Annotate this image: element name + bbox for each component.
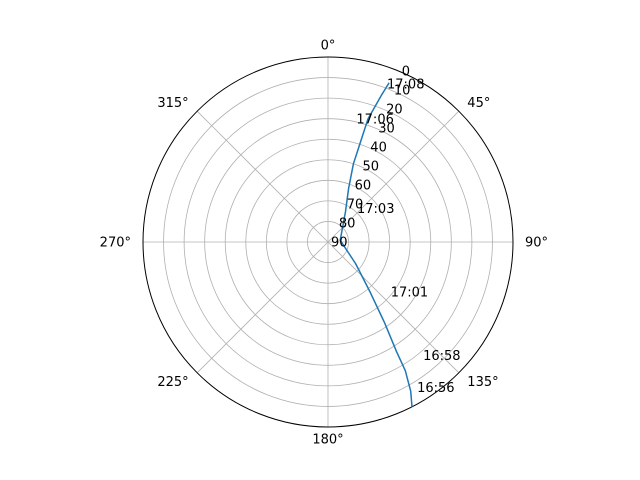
angular-gridline <box>196 110 329 243</box>
r-tick-label: 30 <box>378 122 395 137</box>
r-tick-label: 50 <box>363 160 380 175</box>
r-tick-label: 10 <box>394 84 411 99</box>
time-annotation: 16:58 <box>423 349 460 364</box>
theta-tick-label: 90° <box>525 236 548 251</box>
angular-gridline <box>327 110 460 243</box>
label-layer: 0° 45° 90° 135° 180° 225° 270° 315° 0 10 20 30 40 50 6… <box>100 39 548 448</box>
theta-tick-label: 180° <box>312 433 343 448</box>
angular-gridline <box>327 241 460 374</box>
r-tick-label: 80 <box>339 217 356 232</box>
theta-tick-label: 315° <box>157 96 188 111</box>
series-layer <box>339 82 413 407</box>
series-line <box>339 82 413 407</box>
time-annotation: 17:06 <box>356 112 393 127</box>
r-tick-label: 70 <box>347 198 364 213</box>
angular-gridline <box>196 241 329 374</box>
time-annotation: 17:08 <box>387 78 424 93</box>
r-tick-label: 20 <box>386 103 403 118</box>
r-tick-label: 40 <box>370 141 387 156</box>
theta-tick-label: 45° <box>467 96 490 111</box>
r-tick-label: 60 <box>355 179 372 194</box>
time-annotation: 17:03 <box>357 202 394 217</box>
r-tick-label: 0 <box>402 65 410 80</box>
theta-tick-label: 135° <box>467 375 498 390</box>
polar-frame <box>142 56 514 428</box>
time-annotation: 17:01 <box>391 285 428 300</box>
theta-tick-label: 0° <box>321 39 336 54</box>
theta-tick-label: 270° <box>100 236 131 251</box>
time-annotation: 16:56 <box>417 381 454 396</box>
r-tick-label: 90 <box>331 236 348 251</box>
theta-tick-label: 225° <box>157 375 188 390</box>
grid-layer <box>142 56 514 428</box>
